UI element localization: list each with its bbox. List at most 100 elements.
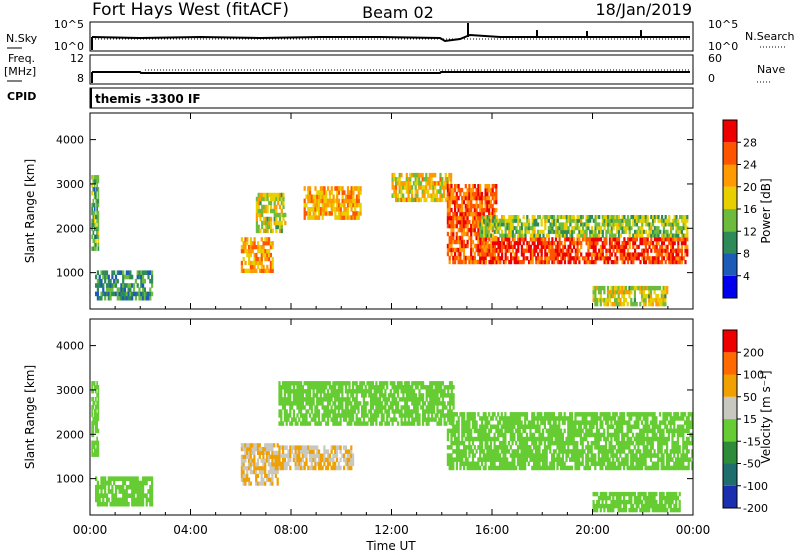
heatmap-cell [373,409,376,414]
heatmap-cell [560,449,563,454]
heatmap-cell [540,416,543,421]
heatmap-cell [270,224,273,230]
heatmap-cell [527,453,530,458]
heatmap-cell [606,301,610,307]
heatmap-cell [432,417,435,422]
heatmap-cell [268,224,271,230]
heatmap-cell [662,248,665,253]
heatmap-cell [641,248,644,253]
heatmap-cell [466,211,469,217]
heatmap-cell [561,420,564,425]
heatmap-cell [337,413,340,418]
heatmap-cell [240,237,243,242]
heatmap-cell [242,241,245,246]
heatmap-cell [352,381,355,386]
heatmap-cell [258,481,261,486]
heatmap-cell [436,405,439,410]
heatmap-cell [262,241,265,246]
heatmap-cell [477,457,480,462]
heatmap-cell [524,226,527,231]
heatmap-cell [585,218,588,223]
heatmap-cell [576,412,579,417]
heatmap-cell [262,447,265,452]
heatmap-cell [462,251,466,257]
heatmap-cell [120,295,123,301]
heatmap-cell [473,203,476,209]
heatmap-cell [486,215,489,220]
heatmap-cell [255,256,258,262]
heatmap-cell [684,260,687,265]
heatmap-cell [585,424,588,429]
heatmap-cell [448,259,451,265]
heatmap-cell [473,465,476,471]
heatmap-cell [545,465,548,471]
heatmap-cell [434,185,437,190]
heatmap-cell [344,417,347,422]
heatmap-cell [614,285,617,291]
heatmap-cell [556,233,559,238]
heatmap-cell [283,405,286,410]
heatmap-cell [585,215,588,220]
heatmap-cell [312,381,315,386]
heatmap-cell [657,301,660,307]
heatmap-cell [466,219,469,225]
heatmap-cell [608,457,611,462]
heatmap-cell [536,428,539,434]
heatmap-cell [549,248,552,253]
heatmap-cell [257,228,260,234]
heatmap-cell [353,405,356,410]
heatmap-cell [257,208,260,214]
noise-panel-frame [89,21,694,52]
heatmap-cell [240,443,243,448]
heatmap-cell [258,466,261,471]
heatmap-cell [97,448,100,453]
heatmap-cell [516,457,520,462]
heatmap-cell [498,416,502,421]
heatmap-cell [371,413,374,418]
heatmap-cell [355,198,359,204]
heatmap-cell [459,203,462,209]
heatmap-cell [608,293,611,299]
heatmap-cell [671,218,674,223]
heatmap-cell [323,194,326,200]
heatmap-cell [441,185,444,190]
heatmap-cell [339,405,342,410]
heatmap-cell [670,244,673,249]
heatmap-cell [484,440,487,446]
heatmap-cell [339,202,342,208]
heatmap-cell [249,252,252,258]
heatmap-cell [524,237,527,242]
heatmap-cell [375,385,378,390]
heatmap-region [592,285,669,307]
heatmap-cell [520,461,523,466]
heatmap-cell [434,172,437,178]
heatmap-cell [511,420,514,425]
heatmap-cell [619,256,622,261]
heatmap-cell [93,194,96,200]
heatmap-cell [554,457,557,462]
heatmap-cell [370,381,373,386]
heatmap-cell [585,256,588,261]
heatmap-cell [517,256,520,261]
heatmap-cell [303,465,306,471]
heatmap-cell [452,187,455,193]
heatmap-cell [614,215,617,220]
heatmap-cell [240,462,243,467]
heatmap-cell [682,226,685,231]
heatmap-cell [522,461,525,466]
heatmap-cell [123,291,127,297]
heatmap-cell [535,244,538,249]
heatmap-cell [269,252,272,258]
heatmap-cell [346,397,349,402]
heatmap-cell [318,215,321,220]
heatmap-cell [504,218,507,223]
heatmap-cell [635,233,638,238]
heatmap-cell [450,195,453,201]
heatmap-cell [348,421,351,426]
heatmap-cell [513,226,516,231]
heatmap-cell [102,480,105,486]
heatmap-cell [95,234,97,239]
heatmap-cell [614,301,617,307]
heatmap-cell [594,420,597,425]
heatmap-cell [95,484,98,490]
